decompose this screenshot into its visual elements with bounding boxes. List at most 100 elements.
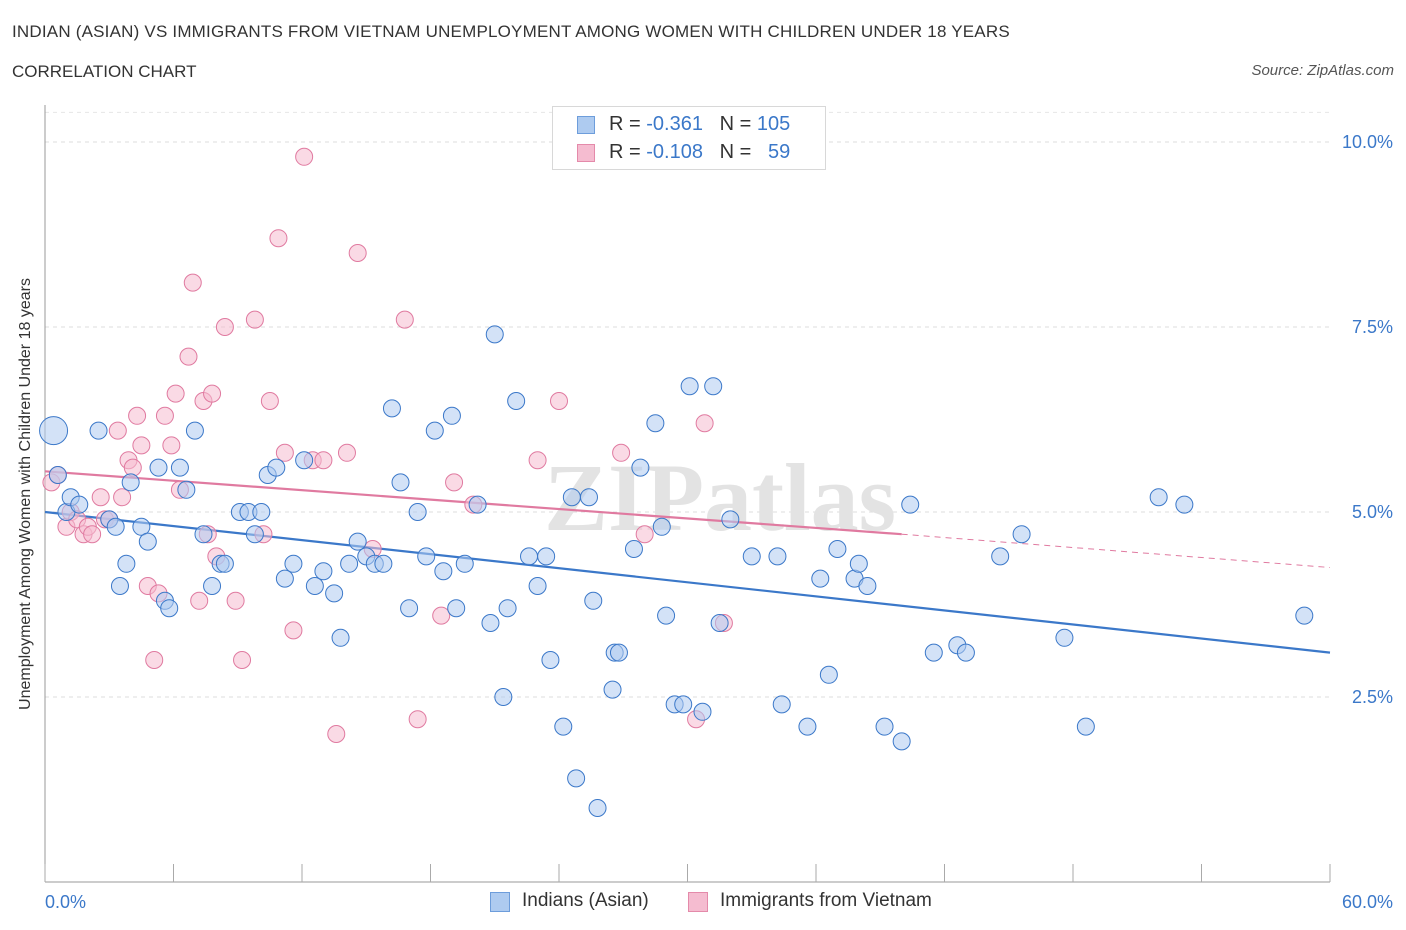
- bottom-legend-swatch-indians: [490, 892, 510, 912]
- indians-point: [562, 488, 581, 507]
- legend-n-value-vietnam: 59: [768, 141, 791, 163]
- vietnam-point: [132, 436, 151, 455]
- indians-point: [121, 473, 140, 492]
- vietnam-point: [408, 710, 427, 729]
- indians-point: [245, 525, 264, 544]
- indians-point: [284, 554, 303, 573]
- indians-point: [340, 554, 359, 573]
- indians-point: [203, 577, 222, 595]
- indians-point: [603, 680, 622, 699]
- vietnam-point: [226, 591, 245, 610]
- stats-legend: R = -0.361 N = 105 R = -0.108 N = 59: [552, 106, 826, 170]
- vietnam-point: [145, 651, 164, 669]
- indians-point: [579, 488, 598, 507]
- indians-point: [170, 458, 189, 477]
- indians-point: [295, 451, 314, 470]
- indians-point: [680, 377, 699, 396]
- indians-point: [704, 377, 723, 396]
- legend-n-label: N =: [719, 113, 752, 135]
- indians-point: [455, 554, 474, 573]
- indians-point: [185, 421, 204, 440]
- indians-point: [567, 769, 586, 788]
- indians-point: [314, 562, 333, 581]
- vietnam-point: [314, 451, 333, 470]
- vietnam-point: [550, 392, 568, 410]
- vietnam-point: [183, 273, 202, 292]
- indians-point: [528, 577, 547, 595]
- indians-point: [693, 702, 712, 721]
- indians-point: [1055, 628, 1074, 647]
- indians-point: [674, 695, 693, 714]
- indians-point: [1012, 525, 1031, 544]
- vietnam-point: [269, 229, 288, 248]
- x-tick-label: 0.0%: [45, 892, 86, 912]
- indians-point: [498, 599, 517, 618]
- bottom-legend-swatch-vietnam: [688, 892, 708, 912]
- indians-point: [588, 799, 607, 817]
- legend-r-value-indians: -0.361: [646, 113, 703, 135]
- series-indians-points: [39, 325, 1314, 817]
- axes: [44, 105, 1331, 883]
- indians-point: [374, 554, 393, 573]
- indians-point: [434, 562, 453, 581]
- indians-point: [160, 599, 179, 618]
- indians-point: [1295, 606, 1314, 625]
- indians-point: [138, 532, 157, 551]
- legend-r-label: R =: [609, 113, 641, 135]
- indians-point: [507, 392, 526, 410]
- indians-point: [149, 458, 168, 477]
- y-axis-label: Unemployment Among Women with Children U…: [17, 278, 34, 710]
- trend-line-vietnam-extension: [901, 533, 1331, 568]
- indians-point: [742, 547, 761, 566]
- vietnam-point: [395, 310, 414, 329]
- vietnam-point: [295, 147, 314, 166]
- indians-point: [541, 651, 560, 669]
- bottom-legend-label-vietnam: Immigrants from Vietnam: [720, 890, 932, 911]
- indians-point: [875, 717, 894, 736]
- indians-point: [494, 688, 513, 706]
- vietnam-point: [275, 443, 294, 462]
- indians-point: [177, 480, 196, 499]
- indians-point: [485, 325, 504, 344]
- vietnam-point: [635, 525, 654, 544]
- indians-point: [584, 591, 603, 610]
- vietnam-point: [215, 318, 234, 336]
- y-tick-label: 10.0%: [1342, 132, 1393, 152]
- indians-point: [924, 643, 943, 662]
- indians-point: [70, 495, 89, 514]
- vietnam-point: [108, 421, 127, 440]
- vietnam-point: [528, 451, 547, 470]
- indians-point: [537, 547, 556, 566]
- legend-swatch-indians: [577, 116, 595, 134]
- indians-point: [194, 525, 213, 544]
- x-tick-label: 60.0%: [1342, 892, 1393, 912]
- y-tick-label: 2.5%: [1352, 687, 1393, 707]
- vietnam-point: [327, 725, 346, 743]
- indians-point: [1149, 488, 1168, 507]
- vietnam-point: [128, 406, 147, 425]
- vietnam-point: [337, 443, 356, 462]
- vietnam-point: [113, 488, 132, 507]
- indians-point: [48, 466, 67, 484]
- vietnam-point: [91, 488, 110, 507]
- source-credit: Source: ZipAtlas.com: [1251, 62, 1394, 79]
- vietnam-point: [155, 406, 174, 425]
- indians-point: [106, 517, 125, 536]
- indians-point: [554, 717, 573, 736]
- indians-point: [117, 554, 136, 573]
- vietnam-point: [348, 244, 367, 262]
- indians-point: [275, 569, 294, 588]
- legend-swatch-vietnam: [577, 144, 595, 162]
- legend-r-value-vietnam: -0.108: [646, 141, 703, 163]
- indians-point: [382, 399, 401, 418]
- legend-r-label: R =: [609, 141, 641, 163]
- indians-point: [721, 510, 740, 529]
- vietnam-point: [83, 525, 102, 544]
- indians-point: [892, 732, 911, 751]
- indians-point: [252, 503, 271, 521]
- indians-point: [215, 554, 234, 573]
- indians-point: [391, 473, 410, 492]
- chart-title: INDIAN (ASIAN) VS IMMIGRANTS FROM VIETNA…: [12, 22, 1010, 41]
- indians-point: [110, 577, 129, 595]
- vietnam-point: [190, 591, 209, 610]
